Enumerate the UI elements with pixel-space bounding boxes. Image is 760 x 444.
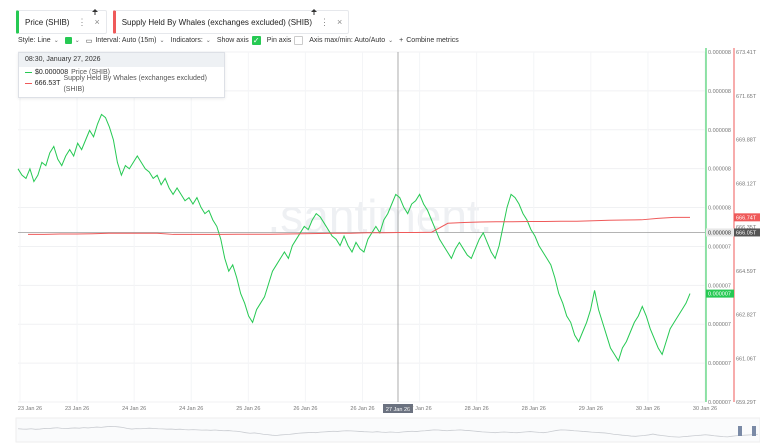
time-navigator[interactable]	[15, 417, 760, 443]
crosshair-x-badge	[383, 404, 413, 413]
price-axis-tick: 0.000007	[708, 361, 731, 367]
supply-axis-tick: 659.29T	[736, 400, 757, 406]
current-supply-badge	[734, 213, 760, 222]
price-axis-tick: 0.000007	[708, 283, 731, 289]
x-axis-tick: 29 Jan 26	[579, 406, 603, 412]
chevron-down-icon: ⌄	[53, 38, 59, 44]
show-axis-toggle[interactable]: Show axis ✓	[217, 36, 261, 45]
axis-maxmin-select[interactable]: Axis max/min: Auto/Auto ⌄	[309, 37, 393, 44]
x-axis-tick: 25 Jan 26	[236, 406, 260, 412]
x-axis-tick: 30 Jan 26	[693, 406, 717, 412]
supply-axis-tick: 673.41T	[736, 50, 757, 56]
close-icon[interactable]: ×	[94, 17, 100, 27]
plus-icon: +	[399, 37, 404, 44]
chart-axes: 0.000008 0.000008 0.000008 0.000008 0.000008…	[18, 48, 760, 412]
supply-axis-tick: 662.82T	[736, 313, 757, 319]
x-axis-tick: 23 Jan 26	[18, 406, 42, 412]
tooltip-value: 666.53T	[34, 80, 61, 87]
crosshair-supply-label: 666.05T	[736, 230, 757, 236]
supply-axis-tick: 668.12T	[736, 181, 757, 187]
style-select[interactable]: Style: Line ⌄	[18, 37, 59, 44]
tab-price-label: Price (SHIB)	[25, 17, 70, 27]
price-axis-tick: 0.000007	[708, 244, 731, 250]
chart-tooltip: 08:30, January 27, 2026 $0.000008 Price (…	[18, 52, 225, 98]
tooltip-label: Price (SHIB)	[71, 69, 110, 76]
price-axis-tick: 0.000008	[708, 89, 731, 95]
combine-metrics-button[interactable]: + Combine metrics	[399, 37, 459, 44]
chevron-down-icon: ⌄	[388, 38, 394, 44]
legend-swatch	[25, 82, 32, 85]
price-axis-tick: 0.000007	[708, 322, 731, 328]
navigator-handle	[752, 426, 756, 436]
x-axis-tick: 28 Jan 26	[465, 406, 489, 412]
tooltip-row-supply: 666.53T Supply Held By Whales (exchanges …	[19, 75, 224, 93]
calendar-icon: ▭	[85, 37, 93, 45]
checkbox-icon[interactable]	[294, 36, 304, 45]
supply-series-line	[28, 216, 690, 235]
x-axis-tick: 24 Jan 26	[122, 406, 146, 412]
tab-price[interactable]: Price (SHIB) ⋮ ×	[16, 10, 107, 34]
x-axis-tick: 28 Jan 26	[522, 406, 546, 412]
current-price-badge	[706, 289, 734, 298]
price-series-line	[17, 113, 691, 362]
supply-axis-tick: 664.59T	[736, 269, 757, 275]
x-axis-tick: 24 Jan 26	[179, 406, 203, 412]
chart-toolbar: Style: Line ⌄ ⌄ ▭ Interval: Auto (15m) ⌄ In…	[18, 36, 459, 45]
tooltip-row-price: $0.000008 Price (SHIB)	[19, 67, 224, 78]
color-swatch-icon	[64, 37, 72, 44]
pin-axis-label: Pin axis	[266, 37, 292, 44]
supply-axis-tick: 661.06T	[736, 356, 757, 362]
close-icon[interactable]: ×	[337, 17, 343, 27]
supply-axis-tick: 671.65T	[736, 94, 757, 100]
interval-select[interactable]: ▭ Interval: Auto (15m) ⌄	[86, 37, 165, 45]
price-axis-tick: 0.000008	[708, 128, 731, 134]
chevron-down-icon: ⌄	[74, 38, 80, 44]
x-axis-tick: 27 Jan 26	[407, 406, 431, 412]
axis-maxmin-label: Axis max/min: Auto/Auto	[309, 37, 386, 44]
tooltip-label: Supply Held By Whales (exchanges exclude…	[63, 74, 208, 93]
drag-handle-icon[interactable]	[311, 9, 317, 15]
pin-axis-toggle[interactable]: Pin axis	[267, 36, 304, 45]
style-label: Style: Line	[18, 37, 51, 44]
navigator-line	[17, 425, 759, 438]
price-axis-tick: 0.000008	[708, 50, 731, 56]
price-axis-tick: 0.000008	[708, 167, 731, 173]
crosshair-price-badge	[706, 228, 734, 237]
indicators-label: Indicators:	[170, 37, 203, 44]
supply-axis-tick: 666.35T	[736, 225, 757, 231]
crosshair-x-label: 27 Jan 26	[386, 407, 410, 413]
crosshair-price-label: 0.000008	[708, 230, 731, 236]
checkbox-checked-icon[interactable]: ✓	[251, 36, 261, 45]
tooltip-time: 08:30, January 27, 2026	[19, 53, 224, 67]
navigator-handle	[738, 426, 742, 436]
combine-label: Combine metrics	[406, 37, 459, 44]
tooltip-value: $0.000008	[35, 69, 69, 76]
x-axis-tick: 26 Jan 26	[293, 406, 317, 412]
x-axis-tick: 26 Jan 26	[350, 406, 374, 412]
indicators-select[interactable]: Indicators: ⌄	[171, 37, 211, 44]
price-axis-tick: 0.000008	[708, 206, 731, 212]
more-icon[interactable]: ⋮	[77, 16, 87, 27]
x-axis-tick: 23 Jan 26	[65, 406, 89, 412]
color-select[interactable]: ⌄	[64, 37, 80, 44]
navigator-frame	[15, 417, 760, 443]
current-supply-label: 666.74T	[736, 215, 757, 221]
chevron-down-icon: ⌄	[205, 38, 211, 44]
tab-supply-label: Supply Held By Whales (exchanges exclude…	[121, 17, 313, 27]
more-icon[interactable]: ⋮	[320, 16, 330, 27]
price-axis-tick: 0.000007	[708, 400, 731, 406]
show-axis-label: Show axis	[216, 37, 249, 44]
interval-label: Interval: Auto (15m)	[95, 37, 157, 44]
chevron-down-icon: ⌄	[159, 38, 165, 44]
supply-axis-tick: 669.88T	[736, 138, 757, 144]
legend-swatch	[25, 71, 32, 74]
metric-tabs: Price (SHIB) ⋮ × Supply Held By Whales (…	[16, 10, 350, 34]
drag-handle-icon[interactable]	[92, 9, 98, 15]
tab-supply[interactable]: Supply Held By Whales (exchanges exclude…	[112, 10, 350, 34]
x-axis-tick: 30 Jan 26	[636, 406, 660, 412]
current-price-label: 0.000007	[708, 292, 731, 298]
crosshair-supply-badge	[734, 228, 760, 237]
series-lines	[17, 113, 691, 362]
